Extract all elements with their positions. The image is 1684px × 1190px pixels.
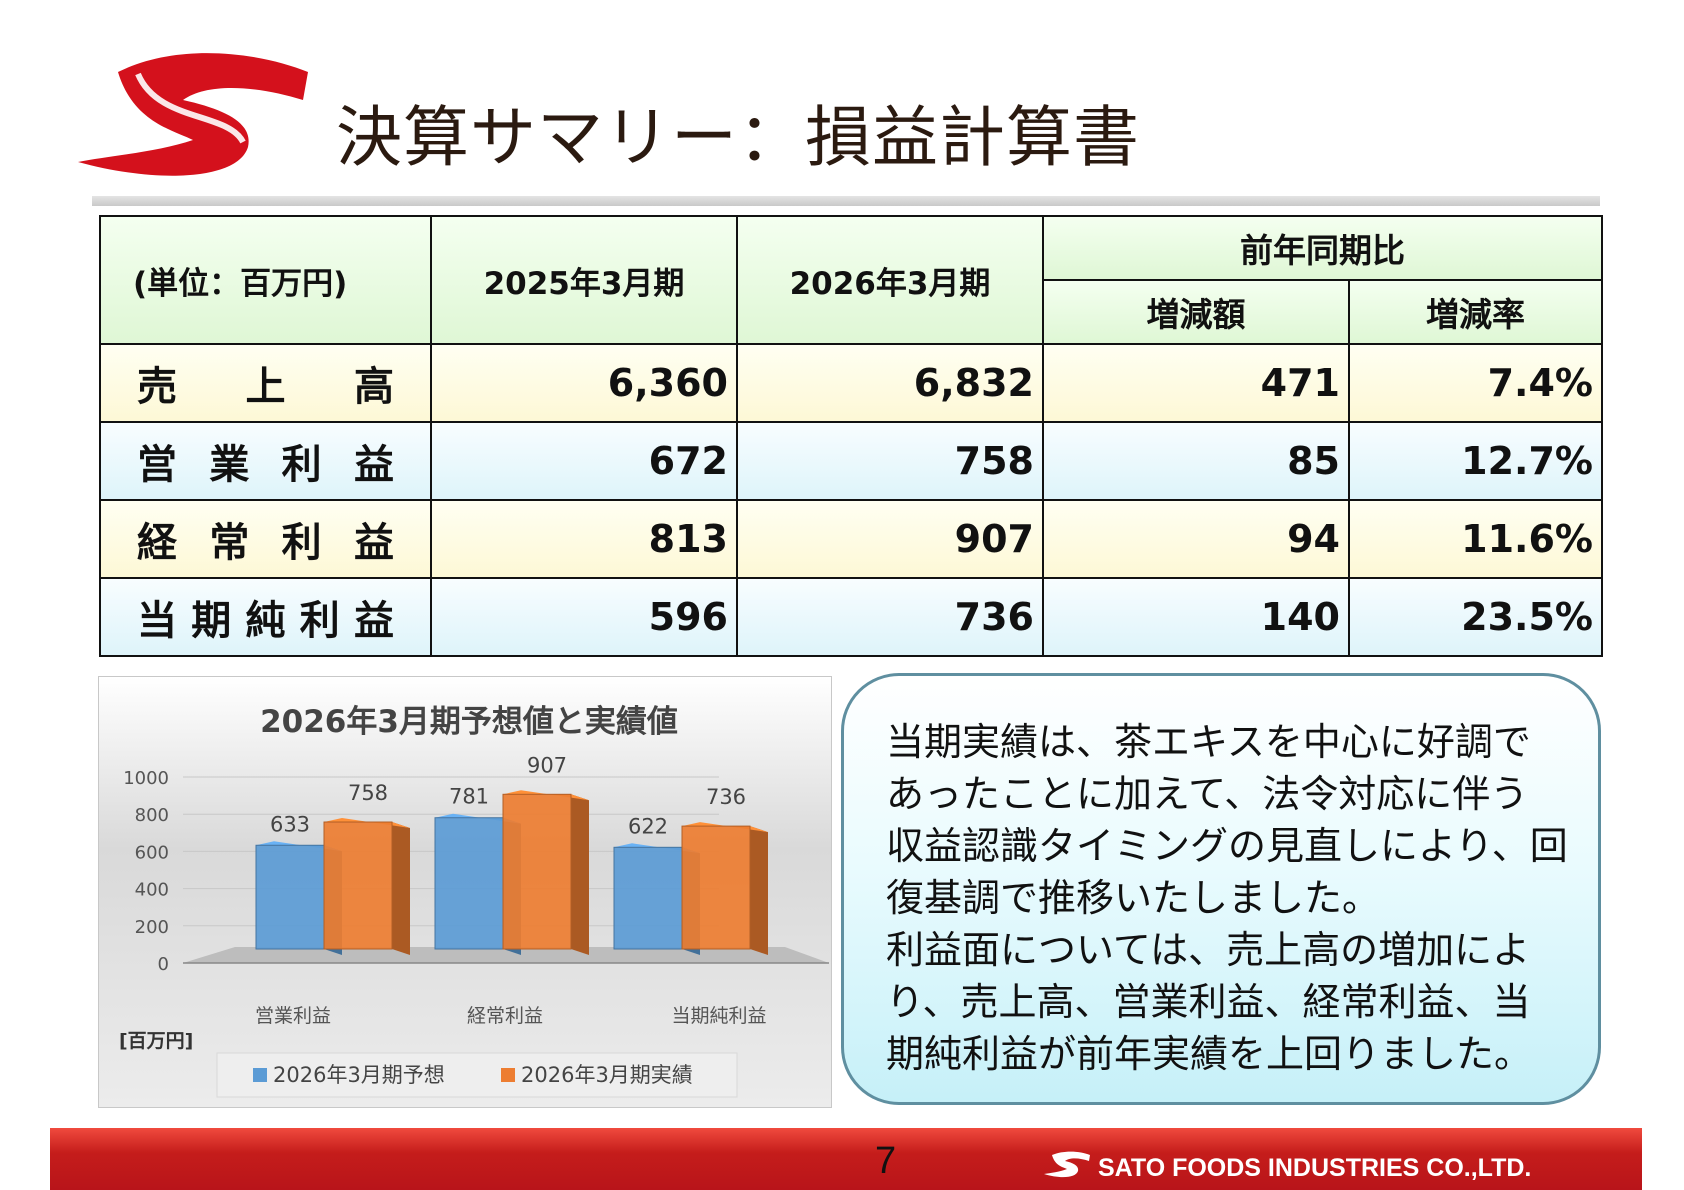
chart-floor [183,947,829,963]
title-divider [92,196,1600,206]
legend-box [216,1052,738,1098]
forecast-vs-actual-chart: 2026年3月期予想値と実績値 0 200 400 600 800 1000 633 781 62… [98,676,832,1108]
legend-swatch [253,1068,267,1082]
cell-fy2025: 596 [430,577,738,657]
data-label: 781 [449,785,489,809]
row-label: 当期純利益 [99,577,432,657]
bar-side [750,826,768,955]
y-tick-label: 0 [158,954,169,975]
x-category-label: 経常利益 [467,1005,543,1027]
bar-side [571,794,589,955]
y-tick-label: 400 [135,880,169,901]
company-name: SATO FOODS INDUSTRIES CO.,LTD. [1098,1154,1532,1182]
cell-fy2025: 813 [430,499,738,579]
page-number: 7 [875,1140,897,1182]
data-label: 622 [628,814,668,838]
cell-rate: 12.7% [1348,421,1603,501]
bar-top [682,822,768,833]
data-label: 758 [348,781,388,805]
commentary-line: 収益認識タイミングの見直しにより、回 [886,824,1568,868]
cell-rate: 23.5% [1348,577,1603,657]
table-row-net-income: 当期純利益 596 736 140 23.5% [99,577,1603,657]
page-title: 決算サマリー：損益計算書 [336,99,1140,176]
table-row-ordinary-profit: 経常利益 813 907 94 11.6% [99,499,1603,579]
cell-fy2025: 6,360 [430,343,738,423]
commentary-line: 復基調で推移いたしました。 [886,876,1381,920]
footer-logo-icon [1044,1151,1090,1178]
cell-fy2026: 907 [736,499,1044,579]
table-row-operating-profit: 営業利益 672 758 85 12.7% [99,421,1603,501]
chart-title: 2026年3月期予想値と実績値 [260,704,678,740]
income-statement-table: (単位：百万円) 2025年3月期 2026年3月期 前年同期比 増減額 増減率… [99,215,1603,657]
data-label: 907 [527,753,567,777]
y-tick-label: 600 [135,842,169,863]
company-logo-icon [78,53,308,176]
cell-fy2026: 758 [736,421,1044,501]
bar-top [435,813,521,824]
row-label: 経常利益 [99,499,432,579]
bar-top [614,843,700,854]
cell-fy2026: 736 [736,577,1044,657]
bar [255,844,325,950]
bar [323,821,393,950]
bar-top [503,790,589,801]
footer-bar [50,1128,1642,1190]
cell-change: 140 [1042,577,1350,657]
table-subheader-row: 増減額 増減率 [100,279,1603,345]
x-category-label: 営業利益 [255,1005,331,1027]
commentary-line: り、売上高、営業利益、経常利益、当 [886,980,1531,1024]
y-tick-label: 1000 [123,768,169,789]
bar [502,793,572,950]
header-change-amount: 増減額 [1042,279,1350,345]
bar-top [256,841,342,852]
commentary-line: 当期実績は、茶エキスを中心に好調で [886,720,1531,764]
cell-fy2025: 672 [430,421,738,501]
cell-change: 471 [1042,343,1350,423]
commentary-line: あったことに加えて、法令対応に伴う [886,772,1529,816]
bar [681,825,751,950]
commentary-box: 当期実績は、茶エキスを中心に好調で あったことに加えて、法令対応に伴う 収益認識… [841,673,1601,1105]
row-label: 売上高 [99,343,432,423]
bar-side [392,822,410,955]
header-fy2026: 2026年3月期 [736,215,1044,345]
header-yoy-group: 前年同期比 [1042,215,1603,281]
header-fy2025: 2025年3月期 [430,215,738,345]
bar [613,846,683,950]
unit-header: (単位：百万円) [99,215,432,345]
legend-swatch [501,1068,515,1082]
cell-change: 85 [1042,421,1350,501]
cell-rate: 11.6% [1348,499,1603,579]
commentary-line: 期純利益が前年実績を上回りました。 [886,1032,1533,1076]
data-label: 633 [270,812,310,836]
unit-label: [百万円] [119,1030,193,1052]
table-header-row: (単位：百万円) 2025年3月期 2026年3月期 前年同期比 [99,215,1603,345]
row-label: 営業利益 [99,421,432,501]
bar-top [324,818,410,829]
cell-rate: 7.4% [1348,343,1603,423]
commentary-line: 利益面については、売上高の増加によ [886,928,1531,972]
cell-change: 94 [1042,499,1350,579]
chart-canvas: 2026年3月期予想値と実績値 0 200 400 600 800 1000 633 781 62… [119,704,829,1098]
y-tick-label: 800 [135,805,169,826]
legend-label: 2026年3月期実績 [521,1063,693,1087]
header-change-rate: 増減率 [1348,279,1603,345]
y-tick-label: 200 [135,917,169,938]
x-category-label: 当期純利益 [671,1005,766,1027]
legend-label: 2026年3月期予想 [273,1063,445,1087]
cell-fy2026: 6,832 [736,343,1044,423]
table-row-net-sales: 売上高 6,360 6,832 471 7.4% [99,343,1603,423]
data-label: 736 [706,785,746,809]
bar [434,817,504,950]
